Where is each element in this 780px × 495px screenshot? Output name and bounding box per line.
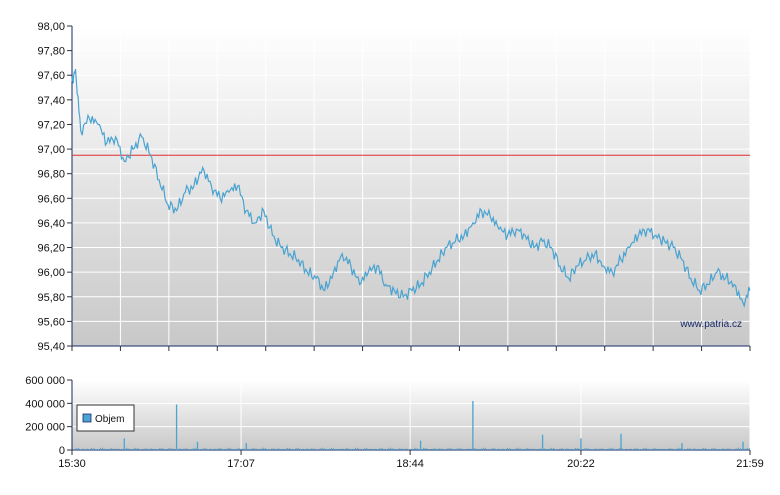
x-tick-label: 18:44 (396, 458, 424, 470)
price-y-tick-label: 95,60 (37, 316, 65, 328)
price-y-axis: 98,00 97,80 97,60 97,40 97,20 97,00 96,80 96,60… (37, 21, 72, 353)
price-y-tick-label: 96,00 (37, 267, 65, 279)
price-y-tick-label: 97,20 (37, 119, 65, 131)
watermark-text: www.patria.cz (679, 319, 742, 330)
price-y-tick-label: 96,40 (37, 218, 65, 230)
price-series-line (71, 68, 751, 308)
volume-bars (73, 401, 750, 450)
legend-label: Objem (95, 414, 124, 425)
volume-legend: Objem (76, 404, 135, 432)
price-y-tick-label: 96,80 (37, 169, 65, 181)
price-gridlines (71, 25, 751, 351)
volume-y-tick-label: 400 000 (25, 398, 65, 410)
volume-y-axis: 600 000 400 000 200 000 0 (25, 375, 72, 457)
price-y-tick-label: 96,20 (37, 243, 65, 255)
price-y-tick-label: 98,00 (37, 21, 65, 33)
price-y-tick-label: 97,80 (37, 46, 65, 58)
price-y-tick-label: 95,40 (37, 341, 65, 353)
legend-swatch-icon (82, 413, 92, 423)
volume-y-tick-label: 0 (59, 445, 65, 457)
x-tick-label: 20:22 (567, 458, 595, 470)
volume-y-tick-label: 600 000 (25, 375, 65, 387)
volume-y-tick-label: 200 000 (25, 422, 65, 434)
volume-plot-background (72, 380, 750, 450)
price-y-tick-label: 97,00 (37, 144, 65, 156)
x-tick-label: 15:30 (58, 458, 86, 470)
x-tick-label: 17:07 (227, 458, 255, 470)
price-y-tick-label: 96,60 (37, 193, 65, 205)
x-tick-label: 21:59 (736, 458, 764, 470)
time-x-axis: 15:30 17:07 18:44 20:22 21:59 (58, 450, 764, 470)
price-y-tick-label: 95,80 (37, 292, 65, 304)
price-y-tick-label: 97,40 (37, 95, 65, 107)
price-y-tick-label: 97,60 (37, 70, 65, 82)
